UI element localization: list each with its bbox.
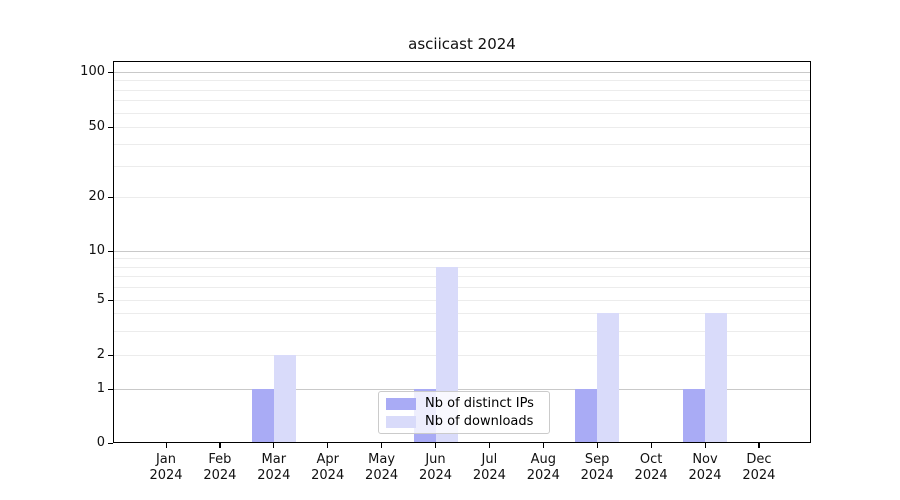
x-tick-month: May — [368, 452, 396, 467]
x-tick-mark — [435, 443, 437, 448]
x-tick-label: Jul 2024 — [459, 452, 519, 483]
x-tick-year: 2024 — [203, 467, 237, 483]
y-tick-mark — [108, 443, 113, 445]
x-tick-mark — [704, 443, 706, 448]
y-tick-mark — [108, 197, 113, 199]
gridline-minor — [113, 258, 811, 260]
x-tick-mark — [542, 443, 544, 448]
gridline-minor — [113, 197, 811, 198]
gridline-minor — [113, 287, 811, 289]
x-tick-year: 2024 — [472, 467, 506, 483]
y-tick-mark — [108, 72, 113, 74]
x-tick-month: Dec — [746, 452, 772, 467]
x-tick-year: 2024 — [257, 467, 291, 483]
gridline-minor — [113, 144, 811, 146]
x-tick-month: Jan — [155, 452, 177, 467]
gridline-major — [113, 251, 811, 252]
plot-area — [113, 61, 811, 443]
x-tick-month: Oct — [639, 452, 663, 467]
gridline-major — [113, 389, 811, 390]
legend-label-downloads: Nb of downloads — [425, 414, 534, 429]
x-tick-mark — [219, 443, 221, 448]
x-tick-month: Aug — [530, 452, 556, 467]
gridline-minor — [113, 127, 811, 128]
x-tick-label: May 2024 — [352, 452, 412, 483]
x-tick-label: Sep 2024 — [567, 452, 627, 483]
gridline-minor — [113, 300, 811, 301]
y-tick-label: 5 — [96, 292, 105, 307]
x-tick-year: 2024 — [580, 467, 614, 483]
bar-downloads-mar-2024 — [273, 355, 296, 443]
bar-downloads-sep-2024 — [597, 313, 620, 443]
x-tick-year: 2024 — [526, 467, 560, 483]
x-tick-year: 2024 — [742, 467, 776, 483]
bar-distinct-ips-mar-2024 — [251, 389, 274, 443]
x-tick-month: Jun — [425, 452, 446, 467]
x-tick-month: Apr — [316, 452, 339, 467]
gridline-minor — [113, 355, 811, 356]
gridline-major — [113, 72, 811, 73]
x-tick-mark — [381, 443, 383, 448]
gridline-minor — [113, 166, 811, 168]
x-tick-year: 2024 — [688, 467, 722, 483]
x-tick-mark — [650, 443, 652, 448]
x-tick-label: Apr 2024 — [298, 452, 358, 483]
x-tick-year: 2024 — [365, 467, 399, 483]
x-tick-mark — [758, 443, 760, 448]
x-tick-label: Feb 2024 — [190, 452, 250, 483]
x-tick-label: Oct 2024 — [621, 452, 681, 483]
y-tick-mark — [108, 127, 113, 129]
legend: Nb of distinct IPs Nb of downloads — [378, 391, 550, 434]
y-tick-mark — [108, 251, 113, 253]
y-tick-mark — [108, 300, 113, 302]
y-tick-mark — [108, 355, 113, 357]
legend-entry-distinct-ips: Nb of distinct IPs — [386, 397, 549, 410]
x-tick-year: 2024 — [149, 467, 183, 483]
y-tick-mark — [108, 389, 113, 391]
legend-label-distinct-ips: Nb of distinct IPs — [425, 396, 534, 411]
x-tick-month: Jul — [481, 452, 498, 467]
x-tick-mark — [596, 443, 598, 448]
bar-downloads-nov-2024 — [705, 313, 727, 443]
bar-distinct-ips-nov-2024 — [683, 389, 705, 443]
gridline-minor — [113, 80, 811, 82]
x-tick-mark — [488, 443, 491, 448]
gridline-minor — [113, 100, 811, 102]
y-tick-label: 2 — [96, 347, 105, 362]
x-tick-label: Mar 2024 — [244, 452, 304, 483]
legend-entry-downloads: Nb of downloads — [386, 415, 549, 428]
gridline-minor — [113, 112, 811, 114]
x-tick-year: 2024 — [311, 467, 345, 483]
x-tick-month: Feb — [208, 452, 232, 467]
x-tick-year: 2024 — [634, 467, 668, 483]
y-tick-label: 1 — [96, 381, 105, 396]
x-tick-label: Aug 2024 — [513, 452, 573, 483]
x-tick-mark — [165, 443, 167, 448]
gridline-minor — [113, 313, 811, 315]
chart-title: asciicast 2024 — [408, 35, 516, 53]
y-tick-label: 10 — [88, 243, 105, 258]
x-tick-mark — [273, 443, 275, 448]
y-tick-label: 20 — [88, 189, 105, 204]
x-tick-month: Nov — [692, 452, 718, 467]
gridline-minor — [113, 266, 811, 268]
x-tick-label: Jan 2024 — [136, 452, 196, 483]
x-tick-month: Mar — [261, 452, 287, 467]
x-tick-label: Dec 2024 — [729, 452, 789, 483]
legend-swatch-downloads — [386, 415, 416, 428]
y-tick-label: 50 — [88, 119, 105, 134]
x-tick-label: Jun 2024 — [406, 452, 466, 483]
x-tick-mark — [327, 443, 329, 448]
y-tick-label: 100 — [80, 64, 105, 79]
gridline-minor — [113, 89, 811, 91]
x-tick-label: Nov 2024 — [675, 452, 735, 483]
x-tick-year: 2024 — [418, 467, 453, 483]
y-tick-label: 0 — [96, 435, 105, 450]
x-tick-month: Sep — [584, 452, 610, 467]
bar-distinct-ips-sep-2024 — [575, 389, 598, 443]
gridline-minor — [113, 276, 811, 278]
legend-swatch-distinct-ips — [386, 397, 416, 410]
gridline-minor — [113, 330, 811, 332]
